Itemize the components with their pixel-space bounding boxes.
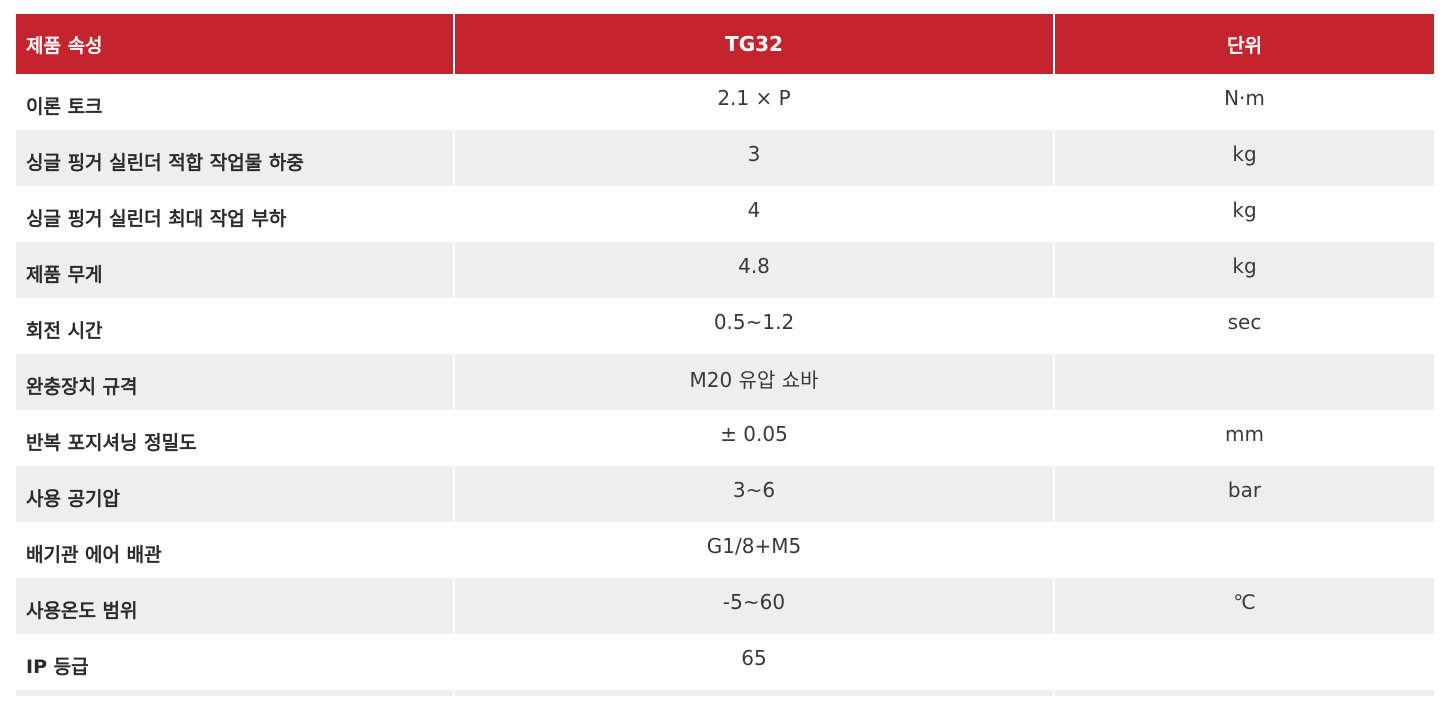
- row-value: G1/8+M5: [453, 522, 1053, 578]
- row-unit: kg: [1053, 130, 1434, 186]
- row-value: -5~60: [453, 578, 1053, 634]
- row-unit: N·m: [1053, 74, 1434, 130]
- table-row: 사용 공기압 3~6 bar: [16, 466, 1434, 522]
- row-unit: mm: [1053, 410, 1434, 466]
- table-row: 배기관 에어 배관 G1/8+M5: [16, 522, 1434, 578]
- table-row: 싱글 핑거 실린더 최대 작업 부하 4 kg: [16, 186, 1434, 242]
- row-unit: [1053, 634, 1434, 690]
- row-attribute: 반복 포지셔닝 정밀도: [26, 431, 197, 454]
- row-value: 4: [453, 186, 1053, 242]
- row-attribute: IP 등급: [26, 655, 89, 678]
- row-attribute: 싱글 핑거 실린더 적합 작업물 하중: [26, 151, 304, 174]
- row-attribute: 이론 토크: [26, 95, 103, 118]
- spec-table: 제품 속성 TG32 단위 이론 토크 2.1 × P N·m 싱글 핑거 실린…: [16, 14, 1434, 696]
- row-attribute: 싱글 핑거 실린더 최대 작업 부하: [26, 207, 287, 230]
- row-attribute: 완충장치 규격: [26, 375, 138, 398]
- header-unit: 단위: [1053, 14, 1434, 74]
- row-value: 3: [453, 130, 1053, 186]
- table-row: IP 등급 65: [16, 634, 1434, 690]
- row-value: 2.1 × P: [453, 74, 1053, 130]
- row-value: ± 0.05: [453, 410, 1053, 466]
- tail-cell: [16, 690, 453, 696]
- row-unit: kg: [1053, 242, 1434, 298]
- table-row: 사용온도 범위 -5~60 ℃: [16, 578, 1434, 634]
- row-value: 3~6: [453, 466, 1053, 522]
- table-row: 이론 토크 2.1 × P N·m: [16, 74, 1434, 130]
- row-attribute: 사용 공기압: [26, 487, 121, 510]
- row-attribute: 제품 무게: [26, 263, 103, 286]
- tail-cell: [453, 690, 1053, 696]
- table-row: 회전 시간 0.5~1.2 sec: [16, 298, 1434, 354]
- row-value: M20 유압 쇼바: [453, 354, 1053, 410]
- row-unit: [1053, 522, 1434, 578]
- row-attribute: 배기관 에어 배관: [26, 543, 162, 566]
- table-header-row: 제품 속성 TG32 단위: [16, 14, 1434, 74]
- row-value: 65: [453, 634, 1053, 690]
- row-value: 0.5~1.2: [453, 298, 1053, 354]
- table-row: 완충장치 규격 M20 유압 쇼바: [16, 354, 1434, 410]
- row-value: 4.8: [453, 242, 1053, 298]
- tail-cell: [1053, 690, 1434, 696]
- header-attribute: 제품 속성: [26, 34, 103, 57]
- row-unit: sec: [1053, 298, 1434, 354]
- table-row-cut-off: [16, 690, 1434, 696]
- table-row: 제품 무게 4.8 kg: [16, 242, 1434, 298]
- row-unit: [1053, 354, 1434, 410]
- table-row: 반복 포지셔닝 정밀도 ± 0.05 mm: [16, 410, 1434, 466]
- header-model: TG32: [453, 14, 1053, 74]
- table-row: 싱글 핑거 실린더 적합 작업물 하중 3 kg: [16, 130, 1434, 186]
- row-unit: bar: [1053, 466, 1434, 522]
- row-attribute: 회전 시간: [26, 319, 103, 342]
- row-attribute: 사용온도 범위: [26, 599, 138, 622]
- row-unit: kg: [1053, 186, 1434, 242]
- row-unit: ℃: [1053, 578, 1434, 634]
